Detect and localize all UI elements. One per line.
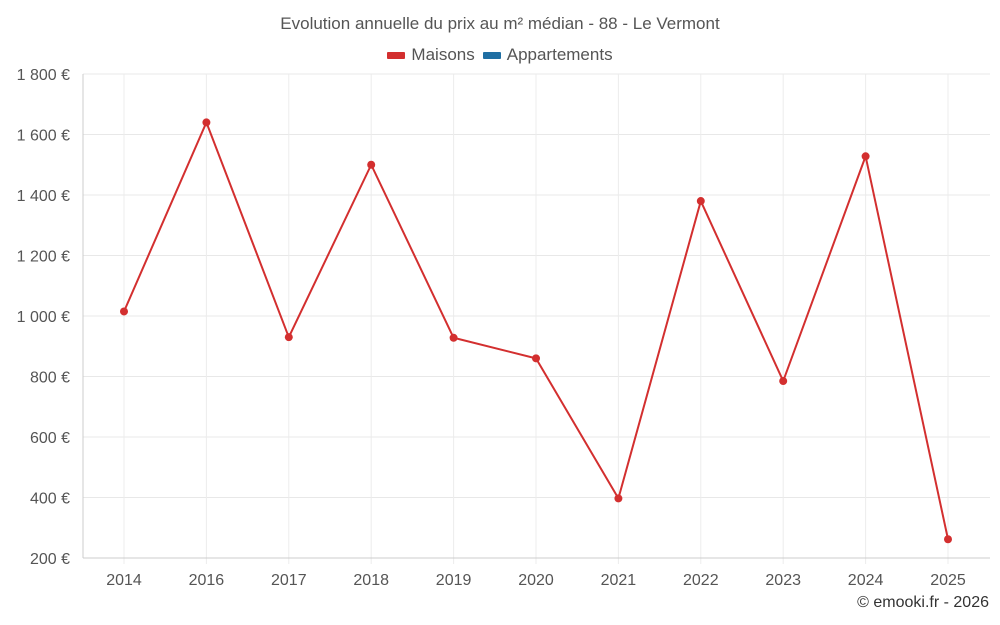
- x-tick-label: 2018: [353, 572, 389, 589]
- x-tick-label: 2021: [601, 572, 637, 589]
- y-tick-label: 1 800 €: [17, 67, 70, 84]
- y-tick-label: 1 600 €: [17, 128, 70, 145]
- y-tick-label: 600 €: [30, 430, 70, 447]
- x-tick-label: 2016: [189, 572, 225, 589]
- data-point-maisons: [779, 377, 788, 386]
- legend-swatch-maisons: [387, 51, 406, 59]
- legend-item-appartements[interactable]: Appartements: [482, 45, 613, 65]
- x-tick-label: 2023: [765, 572, 801, 589]
- y-tick-label: 1 000 €: [17, 309, 70, 326]
- copyright-credit: © emooki.fr - 2026: [857, 594, 989, 611]
- data-point-maisons: [449, 333, 458, 342]
- legend-item-maisons[interactable]: Maisons: [387, 45, 475, 65]
- data-point-maisons: [367, 160, 376, 169]
- x-tick-label: 2025: [930, 572, 966, 589]
- data-point-maisons: [202, 118, 211, 127]
- data-point-maisons: [944, 535, 952, 544]
- x-tick-label: 2020: [518, 572, 554, 589]
- data-point-maisons: [120, 307, 128, 316]
- x-tick-label: 2024: [848, 572, 884, 589]
- x-tick-label: 2014: [106, 572, 142, 589]
- series-line-maisons: [123, 121, 949, 540]
- data-point-maisons: [696, 197, 705, 206]
- y-tick-label: 200 €: [30, 551, 70, 568]
- legend-label-appartements: Appartements: [506, 45, 613, 64]
- data-point-maisons: [614, 494, 623, 503]
- chart-legend: Maisons Appartements: [0, 45, 1000, 65]
- chart-title: Evolution annuelle du prix au m² médian …: [280, 14, 720, 33]
- x-tick-label: 2017: [271, 572, 307, 589]
- legend-swatch-appartements: [482, 51, 501, 59]
- x-tick-label: 2022: [683, 572, 719, 589]
- y-tick-label: 800 €: [30, 370, 70, 387]
- y-tick-label: 1 400 €: [17, 188, 70, 205]
- data-point-maisons: [861, 152, 870, 161]
- legend-label-maisons: Maisons: [411, 45, 475, 64]
- data-point-maisons: [532, 354, 540, 363]
- y-tick-label: 400 €: [30, 491, 70, 508]
- x-tick-label: 2019: [436, 572, 472, 589]
- y-tick-label: 1 200 €: [17, 249, 70, 266]
- data-point-maisons: [284, 333, 293, 342]
